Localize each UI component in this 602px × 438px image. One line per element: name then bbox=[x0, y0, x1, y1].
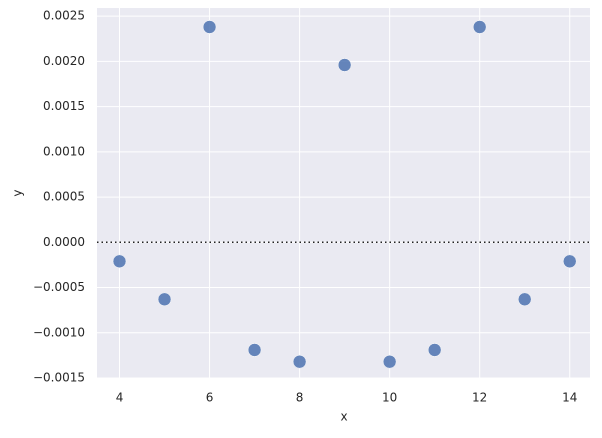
x-axis-label: x bbox=[340, 410, 347, 424]
point bbox=[382, 354, 397, 369]
y-axis-label: y bbox=[11, 189, 25, 196]
y-tick-label: 0.0020 bbox=[43, 54, 85, 68]
point bbox=[337, 58, 352, 72]
y-tick-label: 0.0000 bbox=[43, 235, 85, 249]
point bbox=[247, 343, 262, 357]
point bbox=[562, 254, 577, 269]
y-tick-label: 0.0010 bbox=[43, 144, 85, 158]
point bbox=[472, 20, 487, 34]
point bbox=[517, 292, 532, 307]
point bbox=[112, 254, 127, 269]
point bbox=[202, 20, 217, 34]
x-tick-label: 8 bbox=[296, 391, 304, 405]
y-tick-label: 0.0005 bbox=[43, 190, 85, 204]
point bbox=[157, 292, 172, 307]
x-tick-label: 14 bbox=[562, 391, 577, 405]
x-tick-label: 10 bbox=[382, 391, 397, 405]
y-tick-label: −0.0015 bbox=[33, 371, 85, 385]
x-tick-label: 4 bbox=[116, 391, 124, 405]
x-tick-label: 12 bbox=[472, 391, 487, 405]
point bbox=[292, 354, 307, 369]
y-tick-label: −0.0005 bbox=[33, 280, 85, 294]
y-tick-label: −0.0010 bbox=[33, 325, 85, 339]
y-tick-label: 0.0025 bbox=[43, 9, 85, 23]
point bbox=[427, 343, 442, 357]
y-tick-label: 0.0015 bbox=[43, 99, 85, 113]
x-tick-label: 6 bbox=[206, 391, 214, 405]
